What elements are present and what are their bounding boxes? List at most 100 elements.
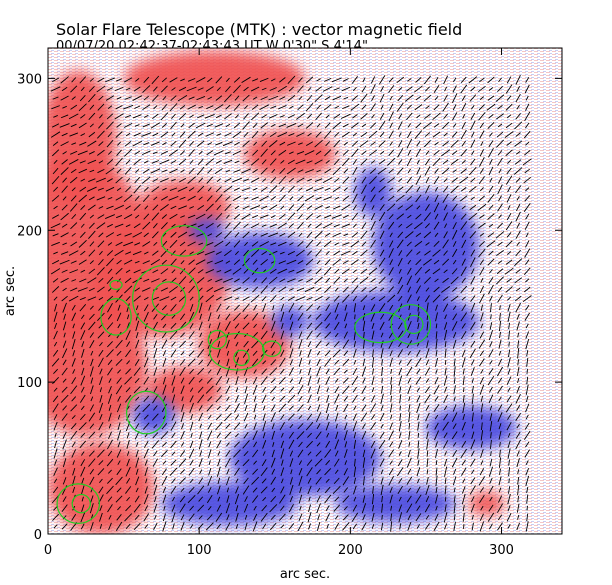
field-vector-1806 bbox=[79, 212, 87, 221]
field-vector-908 bbox=[107, 367, 113, 376]
field-vector-737 bbox=[480, 403, 484, 413]
field-vector-1515 bbox=[323, 267, 332, 276]
field-vector-912 bbox=[144, 368, 149, 375]
field-vector-1755 bbox=[96, 222, 106, 230]
field-vector-953 bbox=[516, 366, 520, 377]
field-vector-2387 bbox=[60, 114, 69, 119]
field-vector-1507 bbox=[251, 267, 259, 275]
field-vector-2563 bbox=[216, 87, 221, 91]
field-vector-187 bbox=[298, 494, 303, 504]
field-vector-669 bbox=[344, 414, 348, 420]
field-vector-2371 bbox=[397, 121, 403, 130]
field-vector-723 bbox=[353, 405, 357, 411]
field-vector-1494 bbox=[133, 269, 141, 274]
field-vector-1307 bbox=[362, 305, 366, 311]
field-vector-1426 bbox=[479, 285, 484, 294]
field-vector-1473 bbox=[423, 276, 431, 284]
field-vector-2629 bbox=[331, 77, 342, 83]
field-vector-766 bbox=[261, 394, 267, 404]
field-vector-619 bbox=[370, 422, 376, 431]
field-vector-1466 bbox=[359, 276, 369, 284]
field-vector-534 bbox=[80, 432, 86, 438]
field-vector-1490 bbox=[97, 267, 105, 276]
field-vector-1267 bbox=[480, 312, 484, 322]
field-vector-2165 bbox=[450, 158, 459, 165]
field-vector-985 bbox=[324, 357, 332, 367]
field-vector-1246 bbox=[289, 313, 294, 320]
field-vector-458 bbox=[354, 451, 356, 456]
field-vector-2153 bbox=[342, 157, 350, 167]
field-vector-1584 bbox=[470, 257, 476, 267]
field-vector-890 bbox=[425, 378, 430, 383]
field-vector-2113 bbox=[460, 168, 467, 174]
field-vector-1380 bbox=[62, 287, 67, 292]
field-vector-24 bbox=[262, 523, 267, 530]
field-vector-1090 bbox=[315, 340, 322, 348]
field-vector-1988 bbox=[287, 185, 295, 193]
field-vector-2088 bbox=[233, 169, 241, 173]
field-vector-932 bbox=[325, 368, 330, 375]
field-vector-2279 bbox=[525, 141, 530, 146]
field-vector-1754 bbox=[88, 222, 95, 229]
field-vector-172 bbox=[162, 494, 167, 504]
field-vector-2452 bbox=[169, 103, 178, 112]
field-vector-870 bbox=[244, 378, 248, 384]
field-vector-2458 bbox=[225, 104, 231, 110]
field-vector-1655 bbox=[153, 241, 158, 246]
field-vector-500 bbox=[253, 441, 258, 448]
field-vector-705 bbox=[189, 402, 194, 413]
field-vector-735 bbox=[462, 402, 466, 414]
field-vector-1724 bbox=[298, 232, 303, 237]
field-vector-2466 bbox=[297, 104, 304, 111]
field-vector-1973 bbox=[151, 186, 160, 193]
field-vector-1519 bbox=[360, 268, 368, 274]
field-vector-964 bbox=[134, 358, 140, 366]
field-vector-278 bbox=[161, 476, 168, 486]
field-vector-140 bbox=[352, 504, 358, 512]
field-vector-258 bbox=[461, 486, 466, 494]
field-vector-663 bbox=[287, 413, 295, 421]
field-vector-2242 bbox=[189, 141, 195, 147]
field-vector-285 bbox=[226, 476, 230, 486]
field-vector-2484 bbox=[461, 103, 467, 112]
field-vector-2059 bbox=[451, 177, 458, 183]
field-vector-103 bbox=[497, 514, 503, 521]
field-vector-1449 bbox=[207, 278, 213, 282]
field-vector-237 bbox=[271, 487, 276, 493]
field-vector-14 bbox=[172, 523, 175, 530]
field-vector-2064 bbox=[497, 176, 503, 184]
field-vector-1675 bbox=[334, 242, 340, 246]
field-vector-1793 bbox=[444, 223, 448, 229]
field-vector-981 bbox=[289, 359, 293, 366]
field-vector-1780 bbox=[322, 222, 333, 229]
field-vector-57 bbox=[80, 512, 86, 523]
field-vector-1636 bbox=[462, 250, 466, 256]
field-vector-123 bbox=[197, 504, 205, 512]
field-vector-1861 bbox=[98, 206, 104, 209]
field-vector-1436 bbox=[87, 277, 97, 284]
field-vector-561 bbox=[326, 432, 330, 438]
field-vector-71 bbox=[206, 514, 213, 521]
field-vector-2548 bbox=[80, 86, 85, 92]
field-vector-1217 bbox=[508, 322, 510, 330]
field-vector-971 bbox=[198, 359, 204, 366]
field-vector-1802 bbox=[524, 221, 530, 230]
field-vector-2384 bbox=[514, 121, 523, 130]
field-vector-264 bbox=[517, 484, 520, 496]
field-vector-367 bbox=[488, 466, 494, 477]
field-vector-1956 bbox=[478, 195, 486, 202]
field-vector-2055 bbox=[415, 175, 422, 185]
field-vector-1272 bbox=[524, 312, 530, 321]
field-vector-90 bbox=[381, 514, 383, 520]
field-vector-2593 bbox=[488, 87, 494, 91]
field-vector-1000 bbox=[461, 357, 466, 368]
field-vector-2297 bbox=[205, 132, 215, 137]
field-vector-2537 bbox=[461, 95, 466, 102]
field-vector-170 bbox=[143, 494, 149, 505]
field-vector-610 bbox=[289, 424, 294, 429]
field-vector-196 bbox=[381, 495, 383, 503]
field-vector-2578 bbox=[352, 86, 357, 92]
field-vector-640 bbox=[79, 413, 86, 421]
field-vector-473 bbox=[490, 451, 492, 456]
field-vector-1590 bbox=[525, 259, 530, 265]
